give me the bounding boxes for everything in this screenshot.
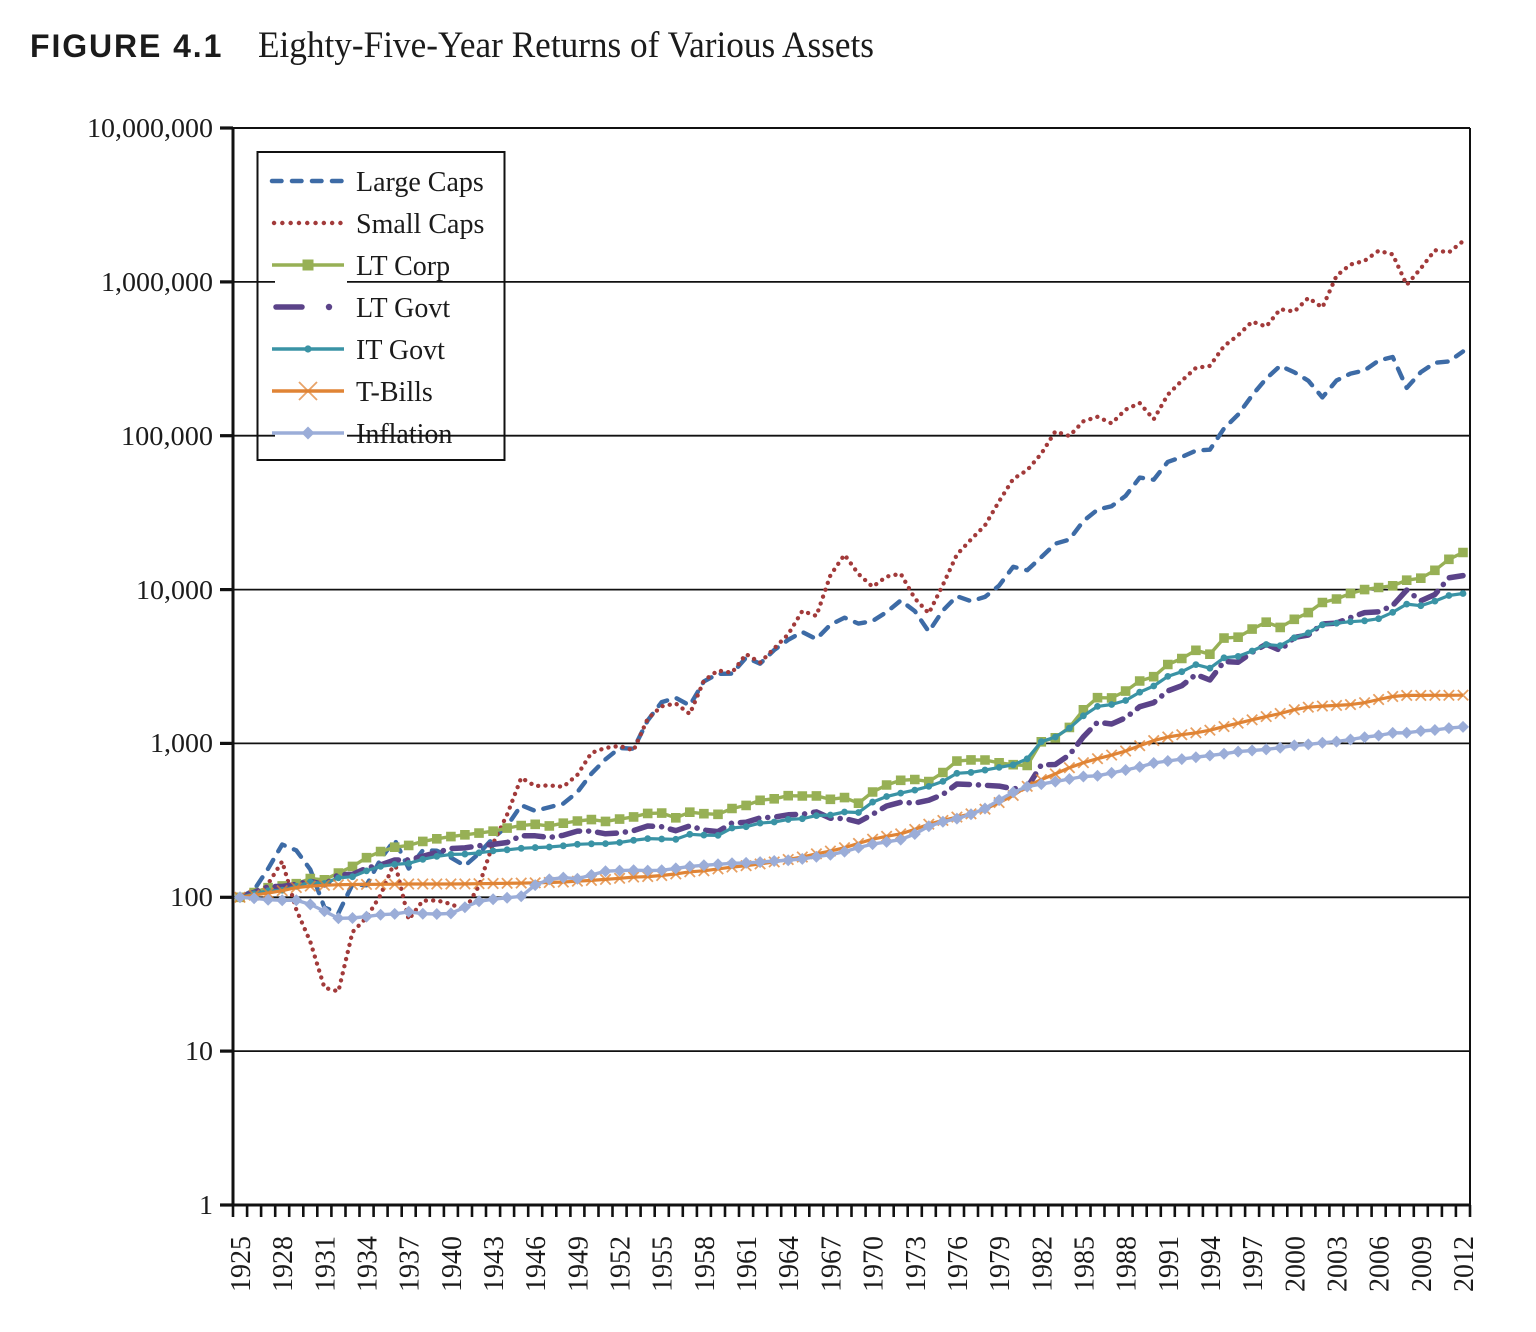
svg-text:1940: 1940: [437, 1236, 468, 1292]
svg-text:1991: 1991: [1154, 1236, 1185, 1292]
svg-text:1952: 1952: [606, 1236, 637, 1292]
svg-text:1937: 1937: [395, 1236, 426, 1292]
svg-text:1994: 1994: [1196, 1236, 1227, 1292]
svg-text:1946: 1946: [521, 1236, 552, 1292]
svg-text:1961: 1961: [732, 1236, 763, 1292]
svg-text:1943: 1943: [479, 1236, 510, 1292]
svg-text:1967: 1967: [816, 1236, 847, 1292]
svg-text:1,000,000: 1,000,000: [101, 267, 213, 297]
svg-text:1934: 1934: [353, 1236, 384, 1292]
svg-text:1925: 1925: [226, 1236, 257, 1292]
svg-text:10: 10: [185, 1036, 213, 1066]
svg-text:IT Govt: IT Govt: [356, 335, 445, 366]
svg-text:2012: 2012: [1449, 1236, 1480, 1292]
svg-text:2009: 2009: [1407, 1236, 1438, 1292]
svg-text:1985: 1985: [1069, 1236, 1100, 1292]
svg-text:1955: 1955: [648, 1236, 679, 1292]
svg-text:100,000: 100,000: [121, 421, 213, 451]
svg-text:1,000: 1,000: [150, 728, 213, 758]
svg-text:1973: 1973: [901, 1236, 932, 1292]
svg-text:10,000: 10,000: [136, 575, 213, 605]
svg-text:2006: 2006: [1365, 1236, 1396, 1292]
svg-text:1988: 1988: [1112, 1236, 1143, 1292]
svg-text:1931: 1931: [310, 1236, 341, 1292]
svg-text:Small Caps: Small Caps: [356, 209, 484, 240]
svg-text:LT Corp: LT Corp: [356, 251, 450, 282]
svg-text:1958: 1958: [690, 1236, 721, 1292]
svg-text:100: 100: [170, 882, 213, 912]
svg-text:10,000,000: 10,000,000: [87, 113, 213, 143]
svg-text:Large Caps: Large Caps: [356, 167, 484, 198]
svg-text:1: 1: [199, 1190, 213, 1220]
svg-text:Eighty-Five-Year Returns of Va: Eighty-Five-Year Returns of Various Asse…: [258, 25, 874, 66]
svg-text:1970: 1970: [859, 1236, 890, 1292]
svg-text:1979: 1979: [985, 1236, 1016, 1292]
svg-text:2000: 2000: [1280, 1236, 1311, 1292]
svg-text:FIGURE 4.1: FIGURE 4.1: [30, 28, 223, 64]
svg-text:1928: 1928: [268, 1236, 299, 1292]
svg-text:LT Govt: LT Govt: [356, 293, 450, 324]
svg-text:1982: 1982: [1027, 1236, 1058, 1292]
svg-text:1964: 1964: [774, 1236, 805, 1292]
svg-text:1997: 1997: [1238, 1236, 1269, 1292]
svg-text:Inflation: Inflation: [356, 419, 452, 450]
svg-text:2003: 2003: [1323, 1236, 1354, 1292]
svg-text:1949: 1949: [563, 1236, 594, 1292]
svg-text:1976: 1976: [943, 1236, 974, 1292]
svg-text:T-Bills: T-Bills: [356, 377, 433, 408]
